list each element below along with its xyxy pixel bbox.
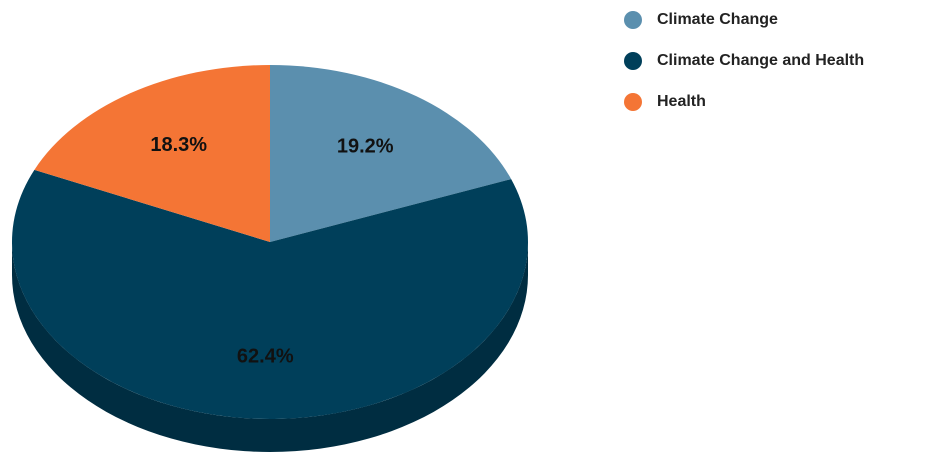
legend-label: Climate Change [657, 11, 778, 28]
legend-label: Health [657, 93, 706, 110]
slice [11, 169, 528, 420]
legend-marker [624, 52, 642, 70]
slice [270, 65, 512, 242]
legend-marker [624, 93, 642, 111]
data-label: 62.4% [237, 345, 294, 367]
data-label: 18.3% [150, 134, 207, 156]
legend-label: Climate Change and Health [657, 52, 864, 69]
legend-marker [624, 11, 642, 29]
slice-side [12, 242, 528, 452]
slice [34, 65, 271, 242]
data-label: 19.2% [337, 136, 394, 158]
